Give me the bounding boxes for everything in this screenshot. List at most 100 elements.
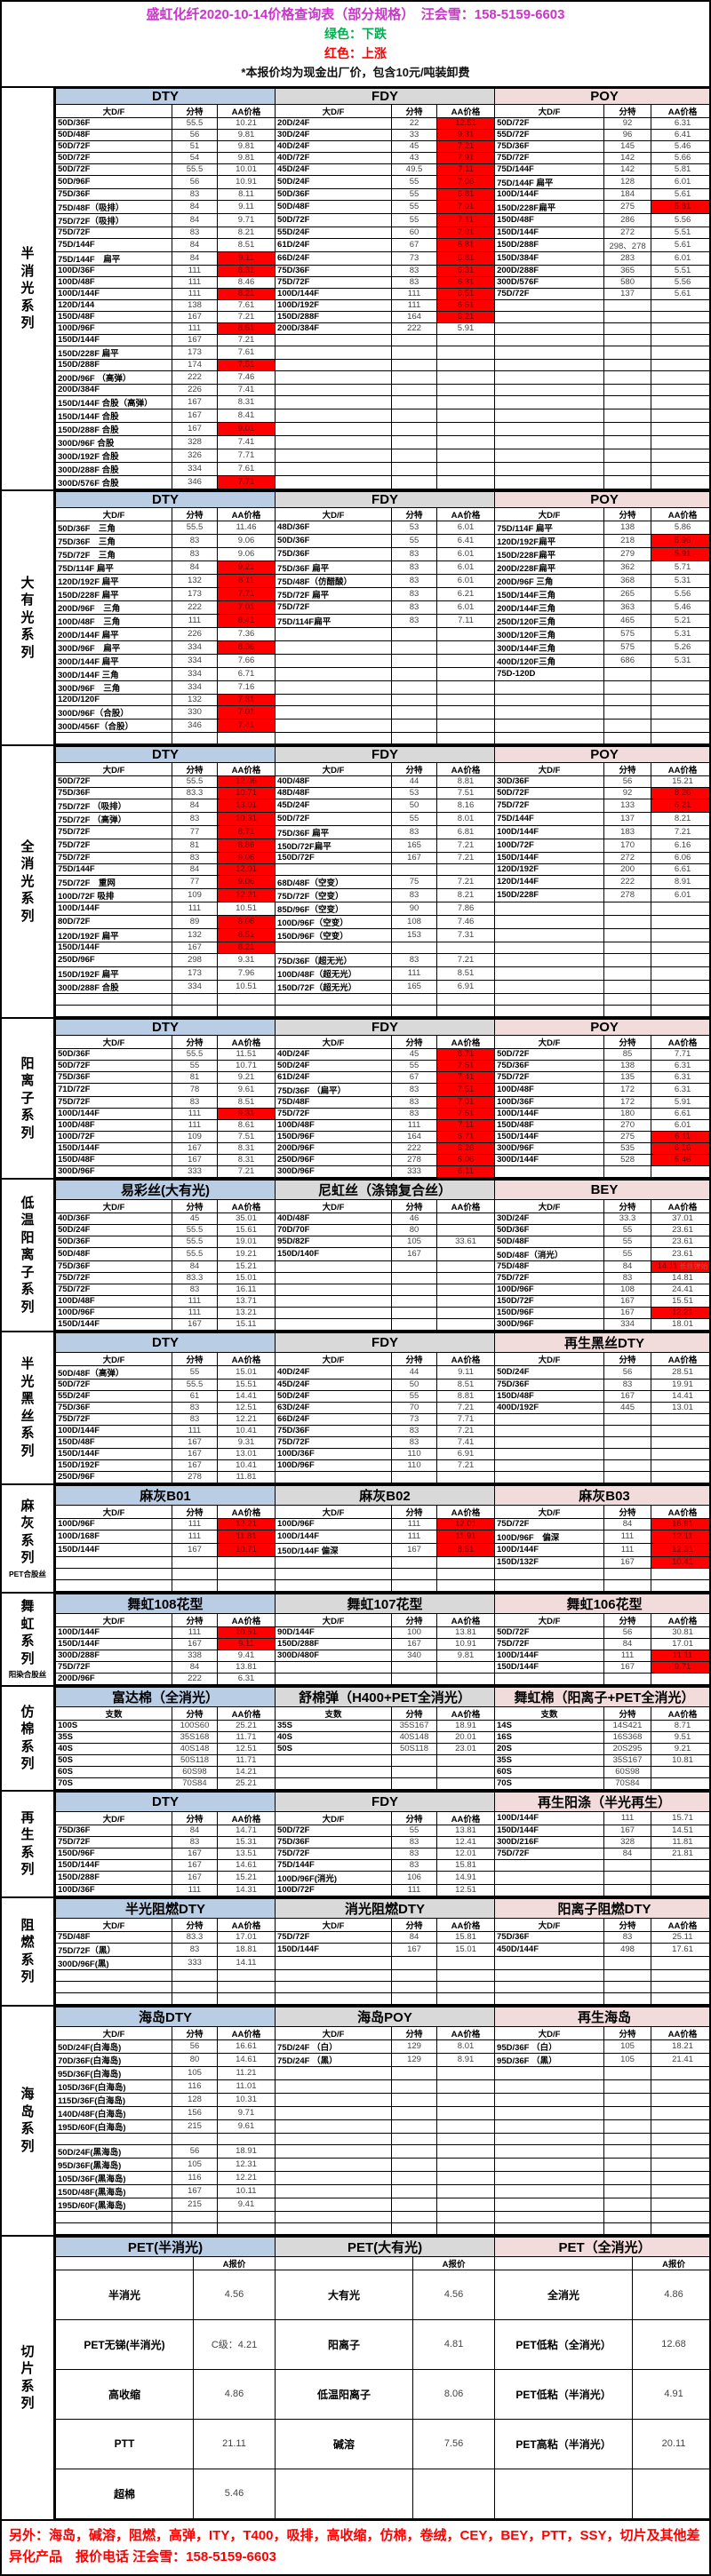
- spec-cell: 150D/288F: [275, 1637, 393, 1650]
- table-row: 75D/72F 83.3 15.01 75D/72F 83 14.81: [55, 1271, 709, 1284]
- price-cell: 14.21: [217, 1765, 276, 1778]
- price-cell: 8.01: [436, 811, 496, 826]
- series-name: 阳离子系列: [20, 1055, 34, 1142]
- series-name: 麻灰系列: [20, 1498, 34, 1567]
- dtex-cell: 55: [172, 1364, 218, 1379]
- dtex-cell: 111: [172, 1883, 218, 1896]
- spec-cell: 200D/96F: [55, 1672, 172, 1685]
- price-cell: [436, 1212, 495, 1225]
- dtex-cell: 105: [172, 2065, 218, 2080]
- price-cell: [651, 2222, 709, 2235]
- spec-cell: [275, 2105, 392, 2120]
- group-title: 消光阻燃DTY: [275, 1897, 495, 1919]
- dtex-cell: 365: [603, 264, 652, 277]
- series-海岛系列: 海岛系列海岛DTY 海岛POY 再生海岛 大D/F 分特 AA价格 大D/F 分特 AA价格 大D…: [2, 2004, 709, 2235]
- series-name-char: 系: [20, 2378, 35, 2394]
- column-header: AA价格: [216, 506, 276, 521]
- spec-cell: 150D/144F: [55, 1447, 172, 1460]
- dtex-cell: 83: [391, 546, 438, 561]
- group-title: 半光阻燃DTY: [55, 1897, 276, 1919]
- column-header: 大D/F: [55, 506, 172, 521]
- dtex-cell: [172, 2132, 218, 2145]
- series-name-char: 列: [20, 1862, 35, 1878]
- spec-cell: 120D/192F 扁平: [55, 573, 172, 588]
- spec-cell: 75D/36F: [494, 1059, 605, 1072]
- spec-cell: [275, 421, 393, 436]
- price-cell: 8.06: [216, 914, 276, 929]
- spec-cell: 150D/72F（超无光）: [275, 979, 393, 994]
- spec-cell: 95D/36F （白）: [494, 2039, 605, 2054]
- dtex-cell: 70S84: [172, 1777, 218, 1790]
- price-cell: 6.61: [651, 863, 709, 876]
- price-cell: 11.81: [651, 1835, 709, 1849]
- price-cell: 14.61: [216, 1858, 276, 1872]
- chip-price-cell: 8.06: [412, 2368, 496, 2420]
- series-side-label: 阻燃系列: [2, 1897, 55, 2005]
- spec-cell: [275, 1283, 392, 1296]
- spec-cell: 75D/72F: [55, 1095, 172, 1109]
- dtex-cell: 55: [391, 1059, 438, 1072]
- table-row: 100D/96F 111 12.21 100D/96F 111 12.01 75D/72F 8…: [55, 1517, 709, 1530]
- dtex-cell: [391, 333, 438, 346]
- dtex-cell: 35S167: [391, 1719, 437, 1732]
- spec-cell: [275, 653, 393, 668]
- column-header: 大D/F: [55, 1504, 172, 1519]
- dtex-cell: 222: [391, 1141, 438, 1155]
- spec-cell: 35S: [275, 1719, 392, 1732]
- dtex-cell: 111: [172, 1626, 218, 1639]
- price-cell: [436, 370, 496, 385]
- dtex-cell: 328: [603, 1835, 652, 1849]
- group-title: 舞虹108花型: [55, 1593, 276, 1614]
- chip-label-header: [55, 2255, 194, 2270]
- chip-name-cell: 大有光: [275, 2269, 414, 2320]
- price-cell: 7.66: [216, 653, 276, 668]
- price-cell: 15.61: [217, 1223, 276, 1236]
- spec-cell: 75D/24F （黑）: [275, 2052, 392, 2067]
- spec-cell: [55, 1578, 172, 1592]
- price-cell: 6.06: [651, 851, 709, 864]
- price-cell: 7.51: [436, 1082, 496, 1097]
- table-row: 300D/192F 合股 326 7.71: [55, 448, 709, 463]
- dtex-cell: 67: [391, 237, 438, 252]
- dtex-cell: 167: [172, 1447, 218, 1460]
- chip-price-cell: 4.56: [192, 2269, 276, 2320]
- series-name-char: 燃: [20, 1935, 35, 1951]
- spec-cell: 450D/144F: [494, 1942, 604, 1957]
- price-cell: 8.51: [436, 966, 496, 981]
- series-name-char: 子: [20, 1264, 35, 1280]
- spec-cell: 120D/192F: [494, 863, 605, 876]
- dtex-cell: 83: [172, 226, 218, 239]
- dtex-cell: 167: [172, 1542, 218, 1557]
- price-cell: 7.41: [216, 383, 276, 396]
- price-cell: [651, 322, 709, 335]
- spec-cell: 150D/132F: [494, 1555, 604, 1569]
- spec-cell: 150D/228F扁平: [494, 199, 605, 214]
- dtex-cell: [172, 731, 218, 744]
- column-header: AA价格: [216, 103, 276, 118]
- price-cell: [435, 2143, 496, 2159]
- price-cell: 7.21: [436, 1424, 496, 1437]
- dtex-cell: 84: [172, 199, 218, 214]
- spec-cell: [275, 2222, 392, 2235]
- group-title: 富达棉（全消光）: [55, 1686, 276, 1707]
- dtex-cell: 83: [391, 560, 438, 575]
- column-header: AA价格: [436, 103, 496, 118]
- group-title: FDY: [275, 1018, 496, 1036]
- price-cell: 8.11: [216, 187, 276, 201]
- price-cell: [436, 1672, 496, 1685]
- spec-cell: 55D/24F: [55, 1389, 172, 1403]
- dtex-cell: 340: [391, 1649, 438, 1662]
- column-header: 大D/F: [55, 1612, 172, 1627]
- dtex-cell: 111: [172, 1424, 218, 1437]
- price-cell: 19.01: [217, 1235, 276, 1248]
- dtex-cell: [172, 1980, 218, 1993]
- price-cell: 15.81: [436, 1858, 496, 1872]
- spec-cell: 150D/144F: [494, 1660, 605, 1674]
- column-header: 分特: [391, 506, 438, 521]
- spec-cell: 75D/72F: [55, 1271, 172, 1284]
- series-name-char: 黑: [20, 1391, 35, 1407]
- chip-name-cell: PET低粘（全消光）: [494, 2318, 634, 2370]
- spec-cell: 50D/48F: [55, 128, 172, 141]
- spec-cell: 50D/72F: [55, 151, 172, 164]
- dtex-cell: [391, 2170, 437, 2185]
